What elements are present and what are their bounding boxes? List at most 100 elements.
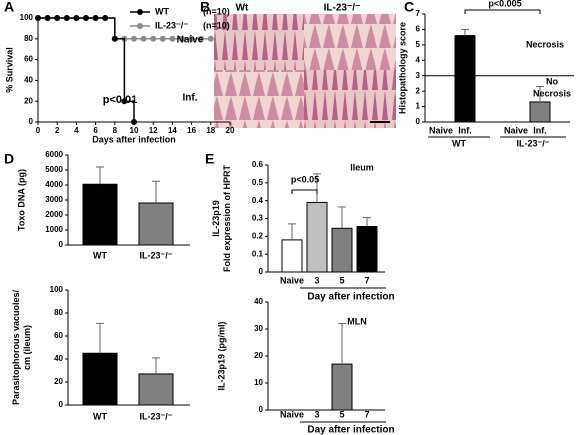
y-axis-label: IL-23p19 (pg/ml) — [216, 321, 226, 390]
bar — [82, 352, 118, 406]
y-tick-label: 20 — [24, 96, 33, 105]
legend-label: WT — [155, 6, 169, 16]
y-tick-label: 1000 — [45, 225, 63, 234]
panel-letter: B — [200, 0, 210, 15]
bar — [306, 201, 328, 273]
marker — [35, 15, 41, 21]
y-tick-label: 80 — [54, 308, 63, 317]
marker — [83, 15, 89, 21]
bar — [331, 363, 353, 411]
y-axis-label: cm (ileum) — [22, 325, 32, 370]
legend-marker — [137, 9, 143, 15]
y-tick-label: 40 — [254, 297, 263, 306]
y-tick-label: 6 — [416, 25, 421, 34]
x-tick-label: 5 — [339, 275, 344, 285]
y-tick-label: 3000 — [45, 195, 63, 204]
x-tick-label: WT — [93, 411, 107, 421]
x-tick-label: 12 — [149, 126, 158, 135]
y-tick-label: 0.2 — [252, 231, 264, 240]
annotation: MLN — [347, 316, 367, 326]
marker — [188, 35, 195, 42]
x-tick-label: 2 — [55, 126, 60, 135]
bar — [138, 202, 174, 246]
x-tick-label: Inf. — [458, 125, 472, 135]
marker — [159, 35, 166, 42]
image — [304, 70, 396, 128]
legend-marker — [137, 23, 143, 29]
bar — [454, 35, 476, 123]
marker — [111, 35, 118, 42]
significance-bracket — [464, 9, 541, 14]
marker — [92, 15, 99, 21]
marker — [150, 35, 157, 42]
bar — [281, 239, 303, 273]
annotation: p<0.01 — [103, 94, 138, 106]
marker — [102, 15, 109, 21]
x-axis-label: Day after infection — [307, 292, 394, 303]
histology-images — [214, 14, 396, 128]
x-tick-label: Naive — [504, 125, 528, 135]
x-tick-label: 0 — [36, 126, 41, 135]
annotation: Necrosis — [526, 39, 564, 49]
y-tick-label: 0.4 — [252, 196, 264, 205]
y-tick-label: 80 — [24, 34, 33, 43]
y-tick-label: 0 — [416, 117, 421, 126]
x-axis-label: Day after infection — [307, 425, 394, 435]
panel-letter: D — [4, 151, 14, 167]
y-tick-label: 30 — [254, 324, 263, 333]
x-tick-label: WT — [93, 250, 107, 260]
row-label: Inf. — [183, 93, 198, 104]
y-tick-label: 60 — [24, 55, 33, 64]
x-tick-label: 20 — [226, 126, 235, 135]
significance-bracket — [291, 189, 318, 194]
bar — [356, 226, 378, 273]
x-tick-label: IL-23⁻/⁻ — [139, 250, 172, 260]
bar — [82, 183, 118, 246]
annotation: p<0.05 — [291, 174, 319, 184]
marker — [73, 15, 80, 21]
y-tick-label: 100 — [50, 285, 64, 294]
column-label: IL-23⁻/⁻ — [324, 3, 361, 14]
y-tick-label: 0 — [59, 240, 64, 249]
image — [304, 14, 396, 70]
y-tick-label: 0 — [259, 267, 264, 276]
marker — [44, 15, 51, 21]
annotation: No — [546, 76, 558, 86]
marker — [198, 35, 205, 42]
annotation: Necrosis — [533, 88, 571, 98]
y-tick-label: 4 — [416, 55, 421, 64]
x-tick-label: 3 — [314, 409, 319, 419]
y-tick-label: 0.1 — [252, 249, 264, 258]
y-tick-label: 60 — [54, 331, 63, 340]
x-tick-label: 14 — [168, 126, 177, 135]
survival-line — [38, 17, 135, 122]
y-tick-label: 0.5 — [252, 178, 264, 187]
y-tick-label: 0.6 — [252, 160, 264, 169]
panel-letter: A — [4, 0, 14, 15]
x-tick-label: 16 — [187, 126, 196, 135]
y-tick-label: 3 — [416, 71, 421, 80]
image — [214, 70, 304, 128]
x-tick-label: 7 — [364, 275, 369, 285]
marker — [140, 35, 147, 42]
y-axis-label: Fold expression of HPRT — [222, 164, 232, 272]
x-tick-label: 4 — [74, 126, 79, 135]
x-tick-label: 18 — [206, 126, 215, 135]
marker — [131, 119, 137, 125]
x-tick-label: 6 — [93, 126, 98, 135]
x-tick-label: IL-23⁻/⁻ — [139, 411, 172, 421]
y-tick-label: 4000 — [45, 180, 63, 189]
y-axis-label: % Survival — [4, 47, 14, 93]
y-tick-label: 1 — [416, 102, 421, 111]
group-label: WT — [452, 138, 466, 148]
y-axis-label: IL-23p19 — [211, 200, 221, 237]
x-tick-label: 3 — [314, 275, 319, 285]
y-tick-label: 20 — [254, 351, 263, 360]
group-label: IL-23⁻/⁻ — [516, 138, 549, 148]
x-tick-label: 7 — [364, 409, 369, 419]
x-tick-label: Naive — [280, 409, 304, 419]
y-tick-label: 0 — [29, 117, 34, 126]
annotation: Ileum — [350, 162, 374, 172]
y-tick-label: 20 — [54, 377, 63, 386]
